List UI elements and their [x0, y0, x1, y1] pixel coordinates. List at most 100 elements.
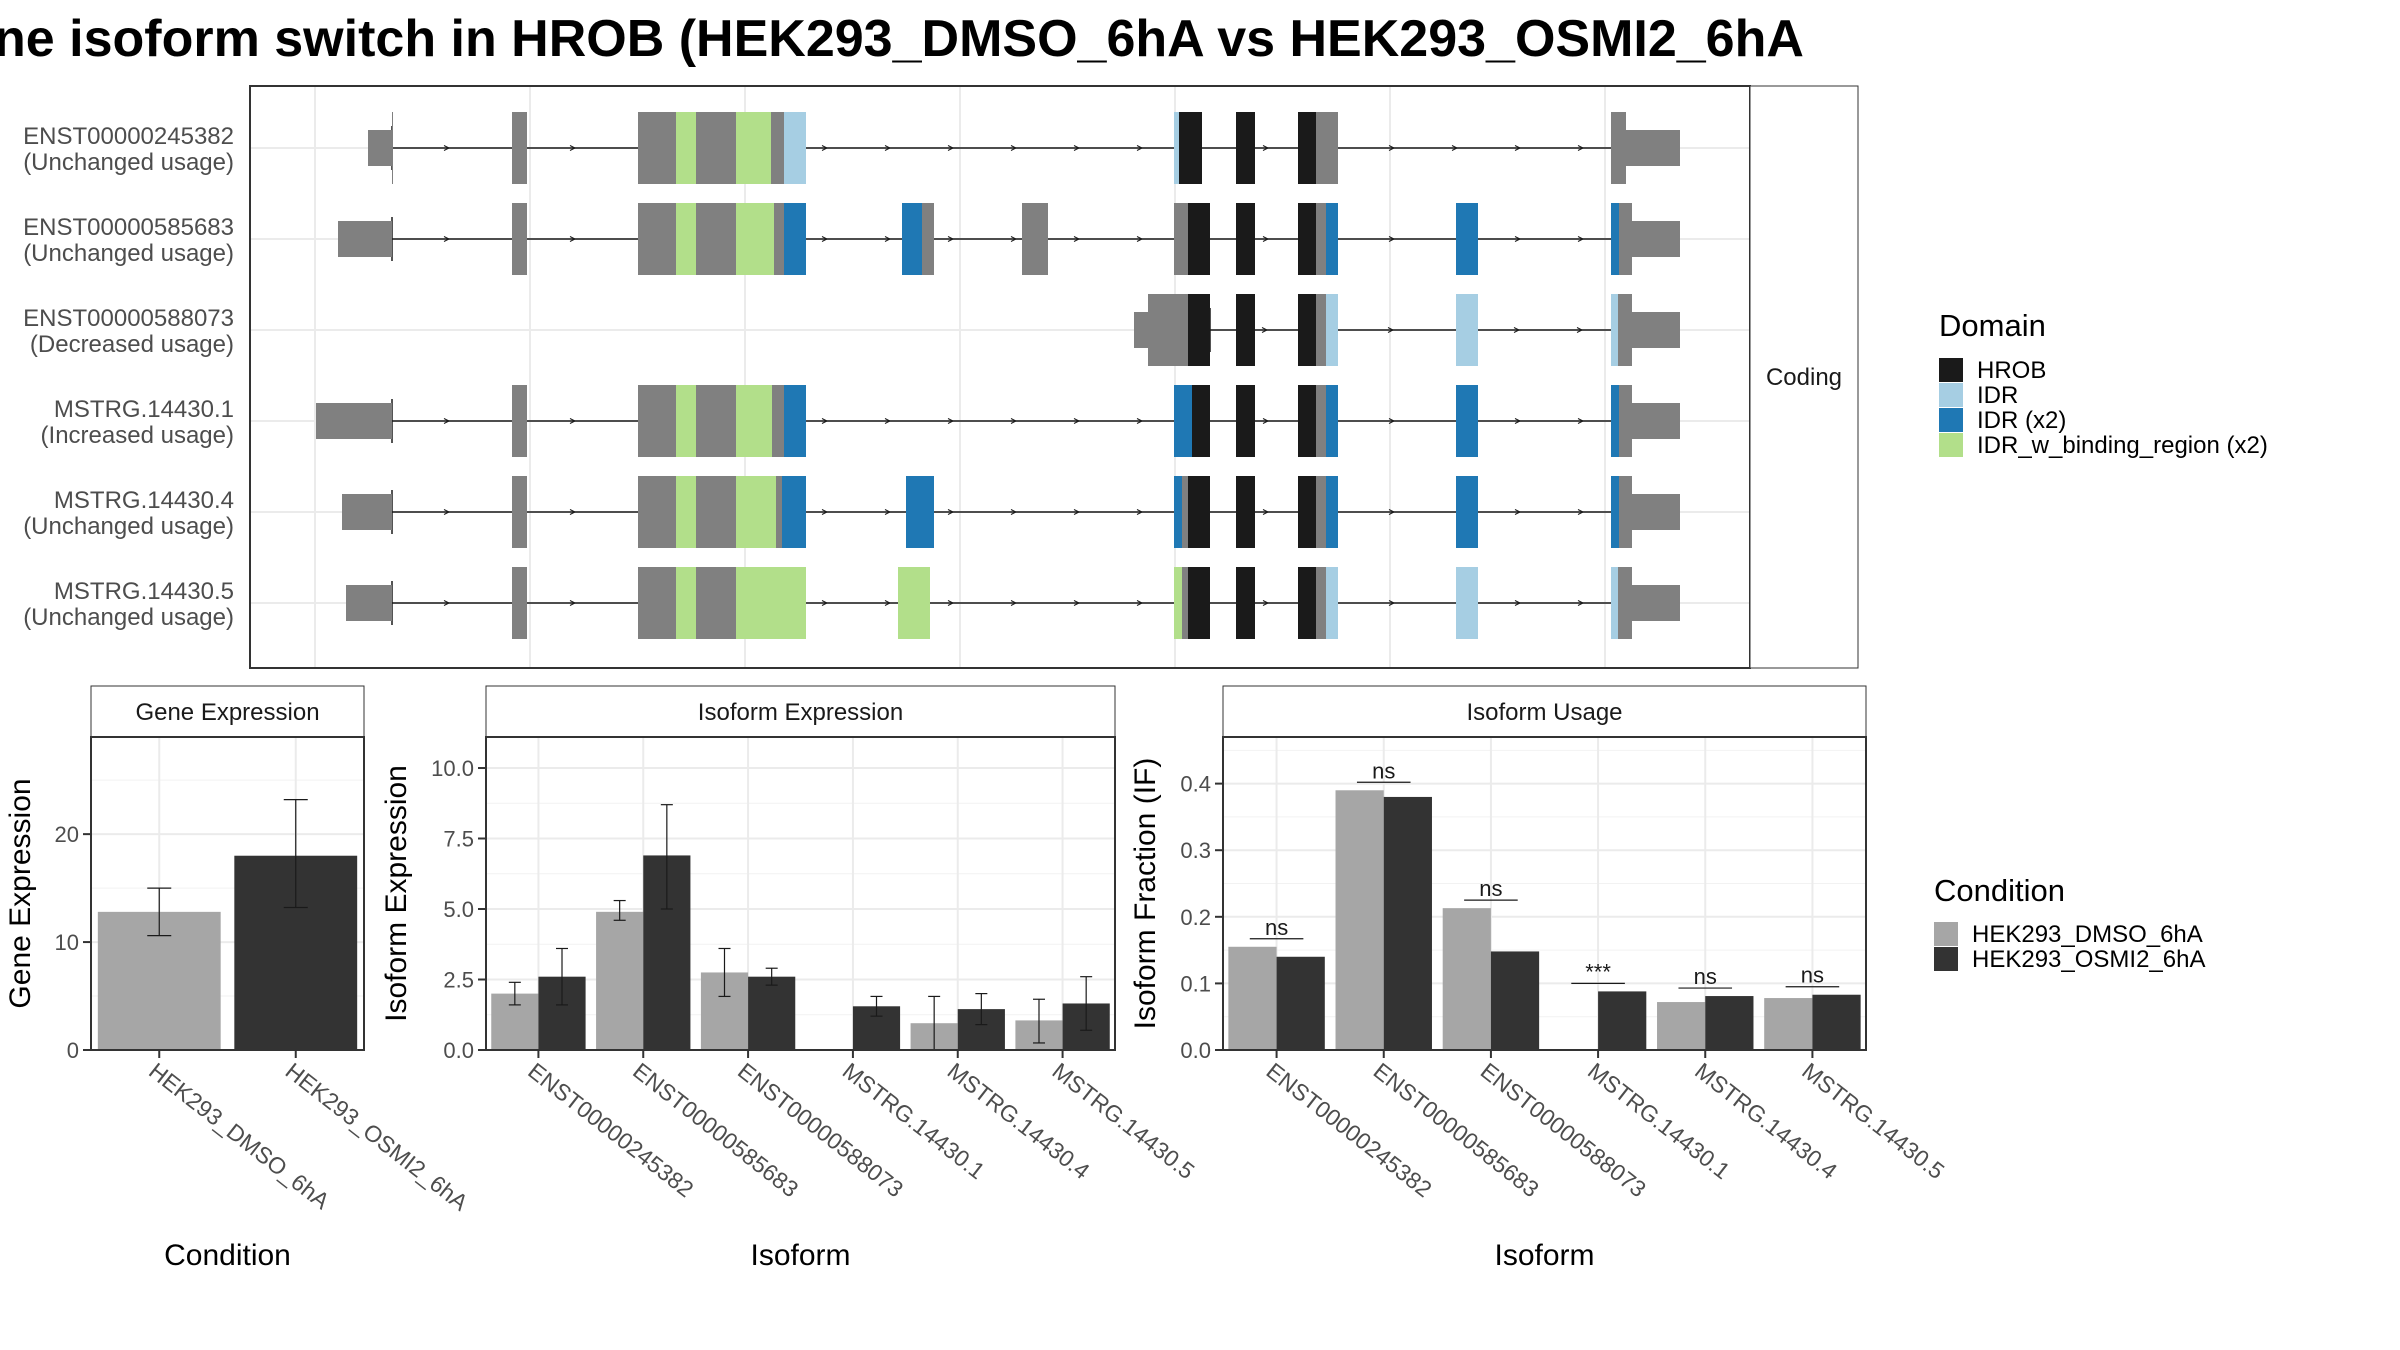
panel-title: Isoform Usage: [1466, 699, 1622, 726]
exon-block: [696, 385, 736, 457]
intron-arrow: [1073, 509, 1081, 515]
intron-arrow: [1073, 145, 1081, 151]
panel-border: [1222, 736, 1867, 1051]
intron-arrow: [1010, 236, 1018, 242]
exon-block: [736, 567, 806, 639]
exon-block: [776, 476, 782, 548]
exon-block: [638, 567, 676, 639]
exon-block: [1611, 476, 1619, 548]
exon-block: [512, 385, 527, 457]
y-tick-label: 5.0: [443, 897, 474, 922]
intron-arrow: [1073, 418, 1081, 424]
intron-arrow: [1514, 509, 1522, 515]
exon-block: [1188, 567, 1210, 639]
intron-arrow: [884, 509, 892, 515]
y-axis-title: Gene Expression: [4, 778, 37, 1008]
exon-block: [1618, 294, 1632, 366]
intron-arrow: [1577, 600, 1585, 606]
utr-block: [1134, 312, 1148, 348]
intron-arrow: [1388, 509, 1396, 515]
exon-block: [736, 203, 774, 275]
legend-condition-label: HEK293_OSMI2_6hA: [1972, 946, 2205, 973]
exon-block: [1236, 112, 1255, 184]
exon-block: [784, 385, 806, 457]
intron-arrow: [1514, 418, 1522, 424]
exon-block: [512, 112, 527, 184]
intron-arrow: [947, 236, 955, 242]
legend-domain-label: IDR (x2): [1977, 407, 2066, 434]
legend-domain-label: HROB: [1977, 357, 2046, 384]
exon-block: [1179, 112, 1202, 184]
intron-arrow: [1136, 145, 1144, 151]
intron-arrow: [1451, 145, 1459, 151]
exon-block: [1298, 203, 1316, 275]
legend-condition-swatch: [1934, 947, 1958, 971]
transcript-usage-label: (Unchanged usage): [23, 604, 234, 631]
exon-block: [1456, 385, 1478, 457]
exon-block: [772, 385, 784, 457]
significance-label: ns: [1265, 915, 1288, 940]
transcript-usage-label: (Unchanged usage): [23, 513, 234, 540]
transcript-usage-label: (Unchanged usage): [23, 240, 234, 267]
y-tick-label: 0.0: [443, 1038, 474, 1063]
exon-block: [736, 476, 776, 548]
intron-arrow: [443, 509, 451, 515]
x-axis-title: Isoform: [750, 1239, 850, 1272]
exon-block: [1236, 476, 1255, 548]
utr-block: [338, 221, 392, 257]
transcript-row: MSTRG.14430.5(Unchanged usage): [23, 567, 1680, 639]
panel-title: Gene Expression: [135, 699, 319, 726]
main-title: ne isoform switch in HROB (HEK293_DMSO_6…: [0, 10, 1804, 68]
exon-block: [1456, 294, 1478, 366]
bar: [1442, 908, 1491, 1050]
intron-arrow: [569, 600, 577, 606]
intron-arrow: [821, 509, 829, 515]
panel-strip: [90, 685, 365, 738]
exon-block: [1326, 476, 1338, 548]
significance-label: ns: [1479, 876, 1502, 901]
exon-block: [784, 203, 806, 275]
exon-block: [1148, 294, 1188, 366]
exon-block: [512, 476, 527, 548]
exon-block: [638, 385, 676, 457]
bar: [1598, 991, 1647, 1050]
exon-block: [696, 476, 736, 548]
intron-arrow: [1577, 418, 1585, 424]
bar: [1812, 994, 1861, 1050]
bar: [1705, 996, 1754, 1050]
exon-block: [1298, 476, 1316, 548]
intron-arrow: [947, 418, 955, 424]
legend-condition-title: Condition: [1934, 873, 2065, 908]
transcript-row: ENST00000585683(Unchanged usage): [23, 203, 1680, 275]
intron-arrow: [569, 418, 577, 424]
intron-arrow: [1262, 418, 1270, 424]
intron-arrow: [1577, 509, 1585, 515]
exon-block: [1316, 476, 1326, 548]
intron-arrow: [947, 145, 955, 151]
y-axis-title: Isoform Expression: [380, 765, 413, 1022]
transcript-usage-label: (Increased usage): [41, 422, 234, 449]
exon-block: [902, 203, 922, 275]
exon-block: [1619, 476, 1632, 548]
bar: [1657, 1002, 1706, 1050]
exon-block: [1236, 385, 1255, 457]
exon-block: [1611, 112, 1626, 184]
intron-arrow: [1010, 418, 1018, 424]
intron-arrow: [1073, 236, 1081, 242]
y-tick-label: 20: [55, 822, 79, 847]
transcript-id-label: MSTRG.14430.4: [54, 487, 234, 514]
legend-domain-swatch: [1939, 408, 1963, 432]
exon-block: [392, 112, 393, 184]
y-tick-label: 2.5: [443, 968, 474, 993]
exon-block: [1456, 567, 1478, 639]
y-tick-label: 0.3: [1180, 838, 1211, 863]
utr-block: [316, 403, 392, 439]
bar: [1490, 951, 1540, 1050]
intron-arrow: [1262, 236, 1270, 242]
intron-arrow: [1577, 236, 1585, 242]
intron-arrow: [443, 418, 451, 424]
intron-arrow: [884, 600, 892, 606]
transcript-row: MSTRG.14430.4(Unchanged usage): [23, 476, 1680, 548]
